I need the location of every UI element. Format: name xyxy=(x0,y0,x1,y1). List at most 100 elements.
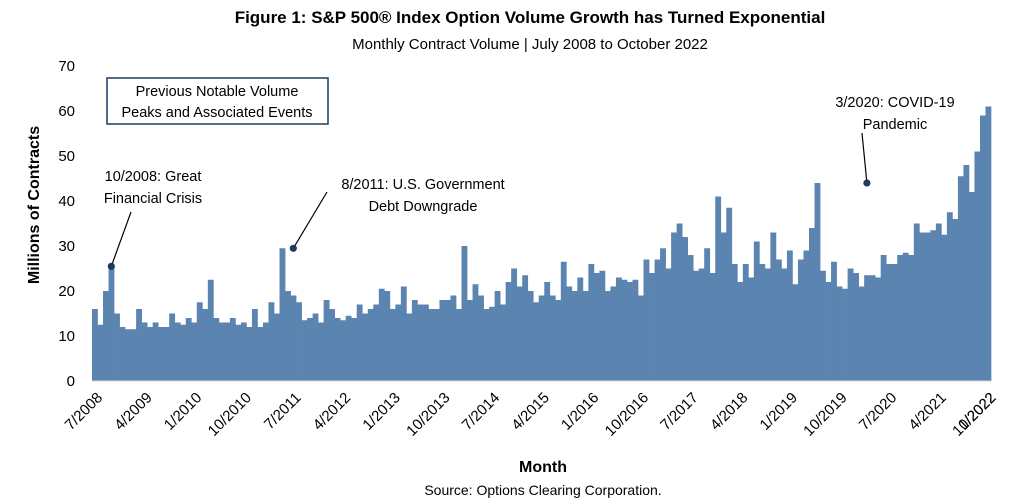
bar xyxy=(240,322,247,381)
source-note: Source: Options Clearing Corporation. xyxy=(424,482,661,498)
x-tick: 4/2012 xyxy=(310,389,354,433)
bar xyxy=(538,295,545,381)
bar xyxy=(660,248,666,381)
bar xyxy=(345,315,352,381)
bar xyxy=(974,151,981,381)
bar xyxy=(158,327,165,381)
bar xyxy=(207,279,214,381)
bar xyxy=(483,309,490,381)
y-axis-ticks: 0 10 20 30 40 50 60 70 xyxy=(58,58,75,390)
bar xyxy=(665,268,672,381)
bar xyxy=(257,327,264,381)
x-tick: 4/2021 xyxy=(905,389,949,433)
bar xyxy=(825,282,832,381)
bar xyxy=(400,286,407,381)
annotation-leader xyxy=(292,191,328,249)
bar xyxy=(676,223,683,381)
bar xyxy=(919,232,926,381)
bar xyxy=(577,277,584,381)
y-tick-label: 10 xyxy=(58,328,75,345)
bar xyxy=(251,309,258,381)
bar xyxy=(522,275,529,381)
bar xyxy=(913,223,920,381)
bar xyxy=(687,255,694,381)
bar xyxy=(262,322,269,381)
bar xyxy=(847,268,854,381)
bar xyxy=(726,207,733,381)
bar xyxy=(842,288,848,381)
bar xyxy=(290,295,297,381)
bar xyxy=(301,320,308,381)
bar xyxy=(797,259,804,381)
x-tick-label: 7/2014 xyxy=(459,389,503,433)
bar xyxy=(296,302,302,381)
bar xyxy=(229,318,236,381)
bar xyxy=(781,268,788,381)
bar xyxy=(775,259,782,381)
x-tick-label: 10/2013 xyxy=(403,389,453,439)
bar xyxy=(902,252,909,381)
annotation-text: Financial Crisis xyxy=(104,191,202,207)
chart-title: Figure 1: S&P 500® Index Option Volume G… xyxy=(235,8,826,27)
y-tick-label: 60 xyxy=(58,103,75,120)
bar xyxy=(351,318,358,381)
x-tick-label: 1/2013 xyxy=(359,389,403,433)
bar xyxy=(500,304,506,381)
bar xyxy=(373,304,380,381)
bar xyxy=(119,327,126,381)
y-axis-title: Millions of Contracts xyxy=(26,126,43,284)
bar xyxy=(362,313,369,381)
bar xyxy=(941,234,948,381)
bar xyxy=(731,264,738,381)
bar xyxy=(704,248,711,381)
bar xyxy=(555,300,562,381)
bar xyxy=(147,327,154,381)
bar xyxy=(196,302,203,381)
bar xyxy=(952,219,959,381)
bar xyxy=(979,115,986,381)
bar xyxy=(897,255,904,381)
x-tick: 1/2019 xyxy=(757,389,801,433)
bar xyxy=(218,322,225,381)
bar xyxy=(174,322,181,381)
bar xyxy=(384,291,391,381)
bar xyxy=(853,273,859,381)
bar xyxy=(329,309,336,381)
bar xyxy=(467,300,473,381)
y-tick-label: 70 xyxy=(58,58,75,75)
bar xyxy=(224,322,231,381)
bar xyxy=(422,304,429,381)
bar xyxy=(615,277,622,381)
bar xyxy=(516,286,523,381)
bar xyxy=(566,286,573,381)
bar xyxy=(720,232,727,381)
x-tick: 10/2013 xyxy=(403,389,453,439)
bar xyxy=(417,304,424,381)
bar xyxy=(505,282,512,381)
bar xyxy=(444,300,451,381)
bar xyxy=(588,264,595,381)
bar xyxy=(593,273,600,381)
bar xyxy=(610,286,617,381)
bar xyxy=(803,250,810,381)
bar xyxy=(92,309,98,381)
bar xyxy=(428,309,435,381)
bar xyxy=(924,232,931,381)
annotation-text: 8/2011: U.S. Government xyxy=(341,177,504,193)
bar xyxy=(808,228,815,381)
bar xyxy=(654,259,661,381)
bar xyxy=(643,259,650,381)
y-tick-label: 50 xyxy=(58,148,75,165)
bar xyxy=(202,309,209,381)
bar xyxy=(693,270,700,381)
bar xyxy=(367,309,374,381)
bar xyxy=(831,261,837,381)
bar xyxy=(456,309,462,381)
x-tick: 4/2015 xyxy=(508,389,552,433)
bar xyxy=(472,284,479,381)
x-tick: 7/2014 xyxy=(459,389,503,433)
bar xyxy=(742,264,749,381)
bar xyxy=(461,246,468,381)
x-tick: 1/2013 xyxy=(359,389,403,433)
